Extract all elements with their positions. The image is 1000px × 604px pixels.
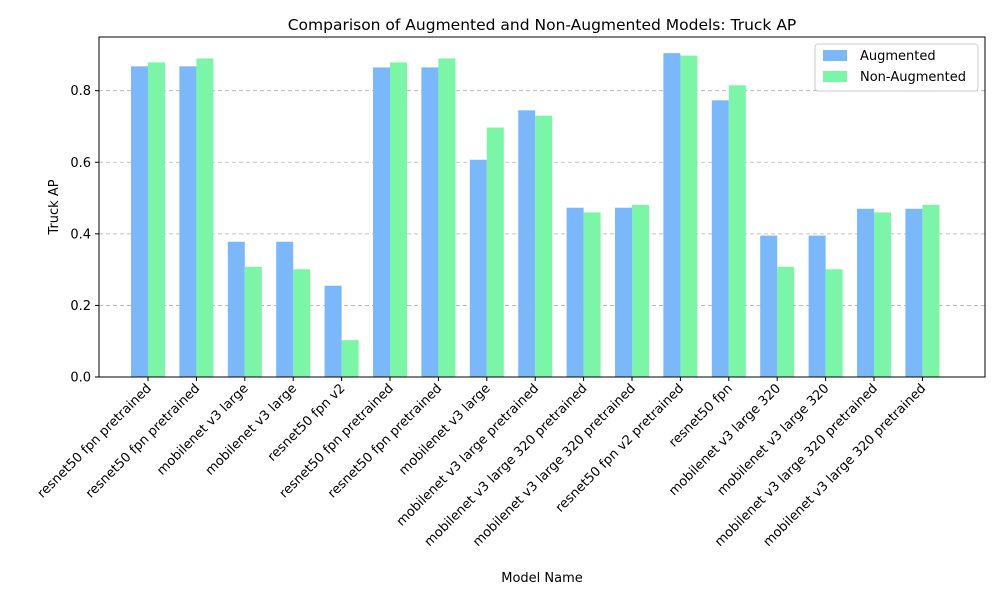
y-tick-label: 0.2 (70, 299, 91, 314)
bar-augmented (227, 241, 245, 377)
y-axis-label: Truck AP (47, 179, 62, 235)
bar-augmented (808, 235, 826, 377)
bar-non-augmented (680, 55, 698, 377)
chart-title: Comparison of Augmented and Non-Augmente… (288, 16, 797, 34)
bar-non-augmented (390, 62, 407, 378)
bars (131, 53, 940, 378)
bar-non-augmented (341, 340, 359, 377)
bar-augmented (857, 208, 874, 377)
legend-swatch-non-augmented (823, 71, 847, 82)
x-tick-label: mobilenet v3 large (396, 381, 493, 478)
bar-augmented (663, 53, 681, 378)
bar-augmented (131, 66, 148, 378)
bar-augmented (324, 285, 342, 377)
y-tick-label: 0.0 (70, 371, 91, 386)
x-tick-label: mobilenet v3 large (203, 381, 300, 478)
bar-non-augmented (777, 266, 795, 377)
bar-non-augmented (535, 115, 553, 377)
legend-label-non-augmented: Non-Augmented (860, 70, 966, 85)
bar-non-augmented (293, 269, 311, 377)
bar-non-augmented (632, 204, 649, 377)
bar-non-augmented (244, 266, 262, 377)
y-tick-label: 0.8 (70, 84, 91, 99)
bar-augmented (518, 110, 536, 378)
bar-augmented (373, 67, 390, 377)
bar-non-augmented (486, 127, 504, 378)
legend-label-augmented: Augmented (860, 49, 936, 64)
bar-non-augmented (922, 204, 940, 377)
legend-swatch-augmented (823, 50, 847, 61)
bar-non-augmented (438, 58, 456, 377)
bar-non-augmented (728, 85, 746, 377)
y-axis: 0.0 0.2 0.4 0.6 0.8 (70, 84, 99, 386)
bar-augmented (469, 159, 487, 377)
bar-augmented (711, 100, 729, 378)
y-tick-label: 0.4 (70, 227, 91, 242)
legend: Augmented Non-Augmented (814, 43, 979, 92)
bar-augmented (179, 66, 197, 378)
bar-non-augmented (196, 58, 214, 377)
legend-frame (814, 43, 979, 92)
y-tick-label: 0.6 (70, 156, 91, 171)
x-axis-label: Model Name (501, 571, 583, 586)
bar-non-augmented (583, 212, 601, 377)
bar-non-augmented (148, 62, 165, 378)
bar-augmented (276, 241, 294, 377)
bar-augmented (905, 208, 923, 377)
bar-non-augmented (874, 212, 891, 377)
bar-augmented (615, 207, 632, 377)
x-tick-label: mobilenet v3 large (154, 381, 251, 478)
bar-augmented (421, 67, 439, 377)
bar-non-augmented (825, 269, 843, 377)
bar-augmented (566, 207, 584, 377)
bar-augmented (760, 235, 778, 377)
plot-frame (98, 36, 986, 378)
